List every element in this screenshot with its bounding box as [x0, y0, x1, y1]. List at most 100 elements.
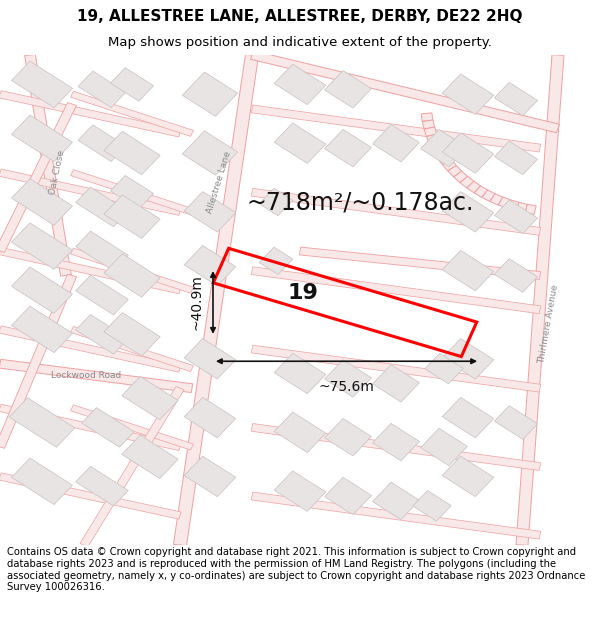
Polygon shape — [482, 190, 496, 201]
Text: Oak Close: Oak Close — [48, 149, 66, 196]
Polygon shape — [251, 492, 541, 539]
Polygon shape — [173, 54, 259, 546]
Polygon shape — [0, 473, 181, 519]
Bar — [325, 129, 371, 167]
Polygon shape — [516, 55, 564, 545]
Bar — [274, 123, 326, 163]
Bar — [421, 129, 467, 167]
Bar — [494, 406, 538, 439]
Polygon shape — [490, 194, 503, 205]
Bar — [373, 423, 419, 461]
Bar — [122, 376, 178, 420]
Bar — [11, 115, 73, 161]
Text: ~718m²/~0.178ac.: ~718m²/~0.178ac. — [247, 190, 473, 214]
Polygon shape — [467, 181, 481, 192]
Polygon shape — [427, 134, 440, 144]
Bar — [11, 223, 73, 269]
Bar — [9, 398, 75, 448]
Bar — [442, 74, 494, 114]
Text: ~40.9m: ~40.9m — [190, 274, 204, 331]
Bar — [184, 192, 236, 232]
Bar — [76, 187, 128, 227]
Polygon shape — [516, 202, 527, 213]
Polygon shape — [507, 200, 519, 211]
Polygon shape — [460, 176, 474, 188]
Bar — [442, 398, 494, 437]
Bar — [274, 412, 326, 452]
Bar — [259, 247, 293, 274]
Polygon shape — [25, 54, 71, 276]
Bar — [104, 312, 160, 356]
Bar — [11, 61, 73, 107]
Bar — [11, 306, 73, 352]
Bar — [442, 132, 494, 173]
Text: 19: 19 — [287, 282, 319, 302]
Bar — [325, 71, 371, 108]
Bar — [182, 131, 238, 175]
Bar — [425, 353, 463, 384]
Polygon shape — [71, 326, 193, 371]
Bar — [110, 176, 154, 209]
Text: Map shows position and indicative extent of the property.: Map shows position and indicative extent… — [108, 36, 492, 49]
Polygon shape — [251, 424, 541, 471]
Polygon shape — [80, 386, 184, 547]
Bar — [11, 458, 73, 504]
Bar — [325, 478, 371, 515]
Bar — [494, 82, 538, 116]
Bar — [274, 353, 326, 394]
Bar — [421, 428, 467, 466]
Polygon shape — [437, 154, 451, 164]
Bar — [76, 275, 128, 315]
Polygon shape — [430, 141, 443, 151]
Polygon shape — [0, 359, 193, 392]
Polygon shape — [251, 105, 541, 152]
Bar — [78, 71, 126, 107]
Polygon shape — [251, 345, 541, 392]
Bar — [259, 188, 293, 216]
Bar — [182, 72, 238, 116]
Bar — [274, 471, 326, 511]
Bar — [373, 124, 419, 162]
Polygon shape — [454, 171, 468, 182]
Bar — [413, 491, 451, 521]
Bar — [76, 231, 128, 271]
Bar — [325, 419, 371, 456]
Bar — [442, 456, 494, 497]
Text: 19, ALLESTREE LANE, ALLESTREE, DERBY, DE22 2HQ: 19, ALLESTREE LANE, ALLESTREE, DERBY, DE… — [77, 9, 523, 24]
Bar — [494, 259, 538, 292]
Polygon shape — [0, 404, 181, 451]
Polygon shape — [0, 274, 77, 448]
Bar — [78, 125, 126, 161]
Polygon shape — [250, 51, 560, 132]
Bar — [184, 339, 236, 379]
Bar — [373, 482, 419, 519]
Bar — [104, 254, 160, 298]
Polygon shape — [71, 91, 193, 136]
Bar — [184, 398, 236, 437]
Polygon shape — [499, 197, 511, 208]
Bar — [11, 179, 73, 225]
Bar — [494, 200, 538, 234]
Bar — [82, 408, 134, 447]
Bar — [76, 466, 128, 506]
Polygon shape — [71, 405, 193, 450]
Bar — [373, 364, 419, 402]
Bar — [442, 192, 494, 232]
Bar — [325, 360, 371, 397]
Polygon shape — [0, 169, 181, 216]
Polygon shape — [251, 188, 541, 235]
Bar — [274, 64, 326, 104]
Polygon shape — [71, 169, 193, 215]
Polygon shape — [474, 186, 488, 198]
Polygon shape — [421, 113, 433, 121]
Polygon shape — [422, 120, 434, 129]
Polygon shape — [251, 267, 541, 314]
Polygon shape — [0, 91, 181, 137]
Bar — [184, 456, 236, 497]
Bar — [122, 435, 178, 479]
Polygon shape — [448, 166, 462, 177]
Bar — [442, 339, 494, 379]
Polygon shape — [0, 326, 181, 372]
Polygon shape — [424, 127, 437, 136]
Bar — [104, 131, 160, 175]
